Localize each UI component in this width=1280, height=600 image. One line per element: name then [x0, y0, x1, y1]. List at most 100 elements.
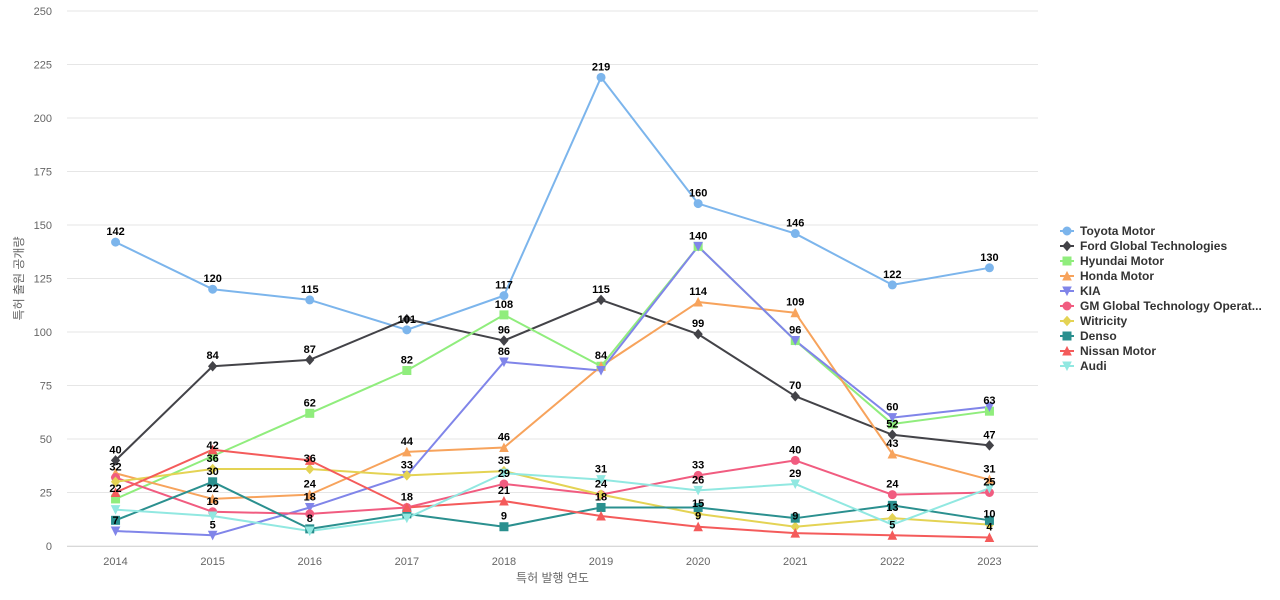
- data-point-honda-motor: [304, 489, 315, 500]
- data-label: 84: [595, 350, 608, 362]
- data-point-audi: [110, 505, 121, 515]
- legend-marker-nissan-motor: [1062, 345, 1072, 356]
- data-point-ford-global-technologies: [887, 429, 898, 440]
- data-label: 96: [789, 325, 801, 337]
- data-label: 70: [789, 380, 801, 392]
- data-point-ford-global-technologies: [790, 390, 800, 402]
- data-point-nissan-motor: [402, 502, 412, 512]
- series-line-kia: [115, 245, 990, 537]
- data-label: 43: [886, 438, 898, 450]
- data-point-hyundai-motor: [499, 310, 509, 320]
- x-tick-label: 2020: [686, 556, 710, 568]
- data-label: 142: [106, 226, 124, 238]
- data-point-toyota-motor: [208, 284, 218, 294]
- legend-marker-denso: [1062, 331, 1072, 341]
- data-label: 22: [207, 483, 219, 495]
- data-label: 33: [692, 459, 704, 471]
- data-label: 82: [401, 355, 413, 367]
- legend-label: Audi: [1080, 359, 1107, 373]
- data-label: 33: [401, 459, 413, 471]
- y-tick-label: 50: [40, 434, 52, 446]
- data-label: 8: [307, 513, 313, 525]
- y-tick-label: 150: [34, 220, 52, 232]
- data-point-toyota-motor: [596, 72, 606, 82]
- data-point-witricity: [596, 489, 606, 500]
- data-point-honda-motor: [207, 493, 218, 504]
- series-line-toyota-motor: [115, 76, 990, 331]
- data-label: 32: [109, 462, 121, 474]
- legend-marker-witricity: [1062, 315, 1072, 327]
- y-tick-label: 250: [34, 6, 52, 18]
- data-label: 24: [304, 479, 317, 491]
- data-point-ford-global-technologies: [402, 313, 412, 325]
- data-label: 13: [886, 502, 898, 514]
- data-point-audi: [207, 511, 218, 522]
- data-label: 7: [112, 515, 118, 527]
- legend-label: GM Global Technology Operat...: [1080, 299, 1262, 313]
- data-point-toyota-motor: [887, 280, 897, 290]
- data-labels: 1421201151011172191601461221308487961159…: [106, 61, 998, 533]
- data-label: 29: [498, 468, 510, 480]
- data-label: 36: [304, 453, 316, 465]
- data-point-toyota-motor: [111, 237, 121, 247]
- data-point-toyota-motor: [499, 291, 509, 301]
- data-label: 109: [786, 297, 804, 309]
- series-line-witricity: [115, 467, 990, 528]
- data-label: 52: [886, 419, 898, 431]
- legend-item-honda-motor[interactable]: Honda Motor: [1060, 269, 1154, 283]
- data-point-honda-motor: [499, 442, 509, 453]
- data-label: 120: [203, 273, 221, 285]
- legend-item-ford-global-technologies[interactable]: Ford Global Technologies: [1060, 239, 1227, 253]
- data-label: 9: [792, 511, 798, 523]
- data-label: 30: [207, 466, 219, 478]
- data-label: 40: [789, 444, 801, 456]
- legend-item-kia[interactable]: KIA: [1060, 284, 1101, 298]
- data-point-kia: [499, 357, 509, 368]
- data-point-denso: [111, 515, 121, 525]
- data-point-denso: [208, 477, 218, 487]
- data-label: 122: [883, 269, 901, 281]
- y-tick-label: 125: [34, 274, 52, 286]
- data-label: 96: [498, 325, 510, 337]
- grid-lines: [67, 10, 1038, 547]
- series-line-nissan-motor: [115, 448, 990, 539]
- data-point-kia: [110, 526, 121, 537]
- legend-item-toyota-motor[interactable]: Toyota Motor: [1060, 224, 1155, 238]
- data-label: 60: [886, 402, 898, 414]
- data-label: 108: [495, 299, 513, 311]
- data-point-denso: [596, 502, 606, 512]
- series-line-denso: [115, 480, 990, 530]
- data-point-hyundai-motor: [402, 366, 412, 376]
- data-label: 87: [304, 344, 316, 356]
- data-point-gm-global-technology-operat: [887, 490, 897, 500]
- data-label: 46: [498, 432, 510, 444]
- x-tick-label: 2017: [395, 556, 419, 568]
- legend-item-nissan-motor[interactable]: Nissan Motor: [1060, 344, 1156, 358]
- y-tick-label: 25: [40, 488, 52, 500]
- data-point-witricity: [693, 508, 703, 520]
- legend-marker-gm-global-technology-operat: [1062, 301, 1072, 311]
- legend-item-audi[interactable]: Audi: [1060, 359, 1107, 373]
- data-label: 22: [109, 483, 121, 495]
- legend-item-hyundai-motor[interactable]: Hyundai Motor: [1060, 254, 1164, 268]
- data-label: 31: [983, 464, 995, 476]
- legend-item-denso[interactable]: Denso: [1060, 329, 1117, 343]
- data-point-ford-global-technologies: [596, 294, 606, 306]
- data-point-toyota-motor: [402, 325, 412, 335]
- data-label: 160: [689, 188, 707, 200]
- legend-item-witricity[interactable]: Witricity: [1060, 314, 1128, 328]
- data-label: 21: [498, 485, 510, 497]
- data-label: 29: [789, 468, 801, 480]
- data-point-ford-global-technologies: [305, 354, 315, 366]
- x-axis-tick-labels: 2014 2015 2016 2017 2018 2019 2020 2021 2022 2023: [103, 556, 1001, 568]
- x-tick-label: 2015: [200, 556, 224, 568]
- x-tick-label: 2019: [589, 556, 613, 568]
- data-label: 63: [983, 395, 995, 407]
- series-markers: [110, 72, 995, 542]
- data-label: 15: [692, 498, 704, 510]
- y-tick-label: 175: [34, 167, 52, 179]
- data-point-honda-motor: [984, 474, 995, 485]
- y-axis-title: 특허 출원 공개량: [12, 237, 26, 321]
- legend-item-gm-global-technology-operat[interactable]: GM Global Technology Operat...: [1060, 299, 1262, 313]
